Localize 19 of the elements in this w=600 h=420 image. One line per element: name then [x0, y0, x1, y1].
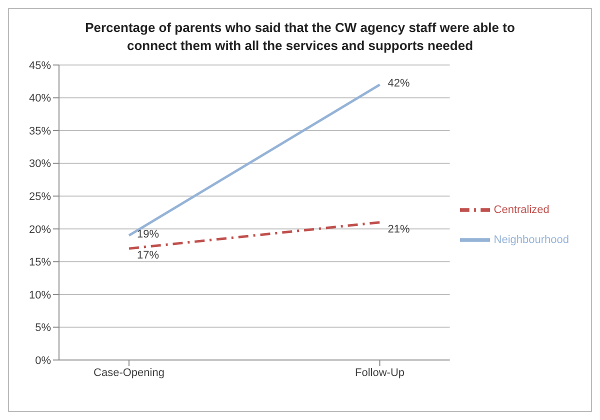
y-tick-label: 15%: [28, 256, 52, 269]
legend-label: Centralized: [494, 204, 550, 216]
y-tick-label: 20%: [28, 224, 52, 236]
y-tick-label: 30%: [28, 158, 52, 170]
chart-title: Percentage of parents who said that the CW agency staff were able to connect them with all the services and supports needed: [84, 19, 516, 55]
y-tick-label: 35%: [28, 125, 52, 138]
y-tick-label: 0%: [35, 354, 52, 367]
data-label: 17%: [137, 250, 160, 262]
x-tick-label: Case-Opening: [94, 366, 164, 379]
y-tick-label: 10%: [28, 289, 52, 302]
legend-label: Neighbourhood: [494, 234, 569, 246]
data-label: 21%: [388, 223, 410, 236]
y-tick-label: 25%: [28, 191, 52, 204]
x-tick-label: Follow-Up: [355, 366, 405, 379]
y-tick-label: 40%: [28, 92, 52, 105]
data-label: 42%: [388, 78, 410, 90]
y-tick-label: 5%: [35, 322, 52, 334]
data-label: 19%: [137, 228, 160, 240]
y-tick-label: 45%: [28, 60, 52, 72]
